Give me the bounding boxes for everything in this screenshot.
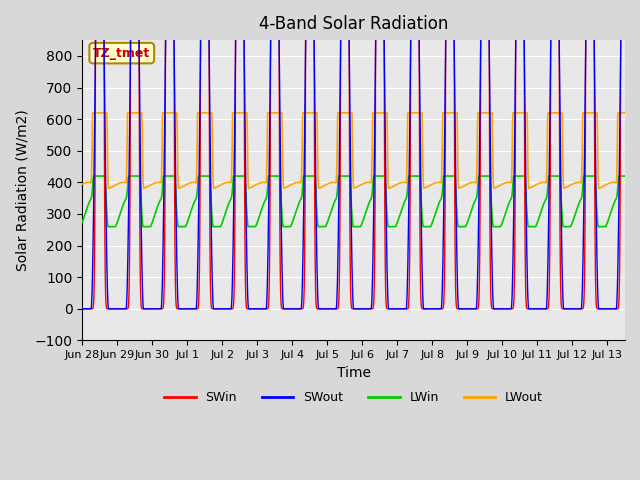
X-axis label: Time: Time [337, 366, 371, 380]
Y-axis label: Solar Radiation (W/m2): Solar Radiation (W/m2) [15, 109, 29, 271]
Text: TZ_tmet: TZ_tmet [93, 47, 150, 60]
Legend: SWin, SWout, LWin, LWout: SWin, SWout, LWin, LWout [159, 386, 548, 409]
Title: 4-Band Solar Radiation: 4-Band Solar Radiation [259, 15, 449, 33]
